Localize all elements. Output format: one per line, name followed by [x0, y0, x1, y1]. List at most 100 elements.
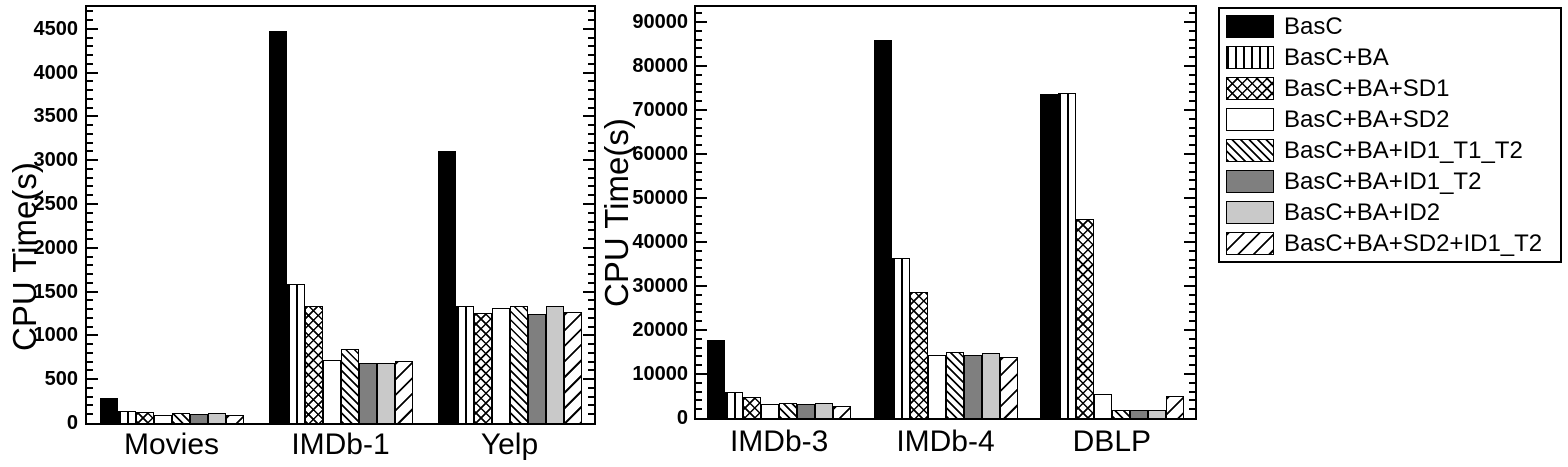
y-tick-label: 4000 — [33, 61, 79, 84]
minor-tick — [696, 223, 702, 226]
bar-BasC+BA+SD2+ID1_T2-Yelp — [564, 312, 582, 423]
legend-label: BasC+BA+ID1_T1_T2 — [1284, 136, 1523, 164]
minor-tick — [696, 293, 702, 296]
minor-tick — [1189, 135, 1195, 138]
minor-tick — [87, 185, 93, 188]
bar-BasC+BA-IMDb-1 — [287, 284, 305, 423]
minor-tick — [87, 395, 93, 398]
minor-tick — [588, 360, 594, 363]
minor-tick — [588, 45, 594, 48]
minor-tick — [1189, 346, 1195, 349]
bar-BasC-Movies — [100, 398, 118, 423]
bar-BasC+BA-IMDb-3 — [725, 392, 743, 418]
major-tick — [583, 290, 594, 293]
major-tick — [87, 115, 98, 118]
minor-tick — [1189, 12, 1195, 15]
bar-BasC+BA+ID1_T1_T2-IMDb-1 — [341, 349, 359, 423]
bar-BasC+BA+ID1_T2-IMDb-1 — [359, 363, 377, 423]
x-category-label: IMDb-4 — [896, 425, 995, 458]
minor-tick — [87, 404, 93, 407]
minor-tick — [588, 150, 594, 153]
legend-label: BasC — [1284, 12, 1343, 40]
minor-tick — [696, 170, 702, 173]
bar-BasC+BA+SD2+ID1_T2-IMDb-1 — [395, 361, 413, 423]
minor-tick — [696, 249, 702, 252]
legend-row: BasC — [1226, 11, 1554, 42]
minor-tick — [87, 264, 93, 267]
bar-BasC-IMDb-3 — [707, 340, 725, 418]
minor-tick — [588, 281, 594, 284]
minor-tick — [1189, 249, 1195, 252]
bar-BasC+BA-Movies — [118, 411, 136, 423]
y-tick-label: 80000 — [632, 55, 688, 77]
bar-BasC+BA-DBLP — [1058, 93, 1076, 418]
bar-BasC+BA+SD1-IMDb-1 — [305, 306, 323, 423]
minor-tick — [1189, 144, 1195, 147]
minor-tick — [588, 299, 594, 302]
minor-tick — [1189, 408, 1195, 411]
bar-BasC+BA+ID1_T2-Yelp — [528, 314, 546, 423]
x-category-label: IMDb-3 — [729, 425, 829, 458]
minor-tick — [1189, 214, 1195, 217]
minor-tick — [87, 54, 93, 57]
minor-tick — [696, 12, 702, 15]
minor-tick — [1189, 320, 1195, 323]
minor-tick — [696, 179, 702, 182]
major-tick — [583, 378, 594, 381]
bar-BasC+BA+SD1-IMDb-3 — [743, 397, 761, 418]
bar-BasC+BA+SD2-Yelp — [492, 308, 510, 423]
legend-row: BasC+BA+ID1_T1_T2 — [1226, 135, 1554, 166]
minor-tick — [588, 10, 594, 13]
bar-BasC+BA+ID2-IMDb-1 — [377, 363, 395, 423]
major-tick — [696, 197, 707, 199]
minor-tick — [696, 29, 702, 32]
minor-tick — [87, 413, 93, 416]
minor-tick — [1189, 364, 1195, 367]
minor-tick — [696, 276, 702, 279]
y-tick-label: 20000 — [632, 319, 688, 341]
minor-tick — [87, 89, 93, 92]
minor-tick — [588, 141, 594, 144]
y-tick-label: 30000 — [632, 275, 688, 297]
minor-tick — [87, 238, 93, 241]
minor-tick — [588, 369, 594, 372]
bar-BasC+BA+SD1-IMDb-4 — [910, 292, 928, 418]
bar-BasC-Yelp — [438, 151, 456, 423]
minor-tick — [1189, 267, 1195, 270]
minor-tick — [87, 36, 93, 39]
crosshatch-swatch — [1226, 77, 1274, 100]
minor-tick — [87, 308, 93, 311]
minor-tick — [696, 56, 702, 59]
minor-tick — [1189, 117, 1195, 120]
minor-tick — [87, 273, 93, 276]
white-swatch — [1226, 108, 1274, 131]
y-tick-label: 2000 — [33, 236, 79, 259]
minor-tick — [1189, 188, 1195, 191]
major-tick — [1184, 373, 1195, 375]
y-tick-label: 3000 — [33, 149, 79, 172]
major-tick — [583, 71, 594, 74]
bar-BasC+BA+ID1_T2-DBLP — [1130, 410, 1148, 418]
minor-tick — [588, 36, 594, 39]
minor-tick — [696, 337, 702, 340]
vlines-swatch — [1226, 46, 1274, 69]
y-tick-label: 1500 — [33, 280, 79, 303]
minor-tick — [1189, 38, 1195, 41]
minor-tick — [696, 302, 702, 305]
minor-tick — [588, 413, 594, 416]
minor-tick — [588, 106, 594, 109]
bar-BasC+BA+ID1_T2-Movies — [190, 414, 208, 423]
left-plot-area — [85, 5, 596, 425]
minor-tick — [1189, 100, 1195, 103]
bar-BasC+BA+SD1-DBLP — [1076, 219, 1094, 418]
minor-tick — [87, 255, 93, 258]
y-tick-label: 90000 — [632, 11, 688, 33]
major-tick — [1184, 197, 1195, 199]
minor-tick — [588, 308, 594, 311]
bar-BasC+BA+ID1_T1_T2-Yelp — [510, 306, 528, 423]
major-tick — [87, 290, 98, 293]
minor-tick — [87, 194, 93, 197]
minor-tick — [87, 351, 93, 354]
bar-BasC+BA+SD2-IMDb-1 — [323, 360, 341, 423]
bar-BasC+BA+ID2-IMDb-4 — [982, 353, 1000, 418]
